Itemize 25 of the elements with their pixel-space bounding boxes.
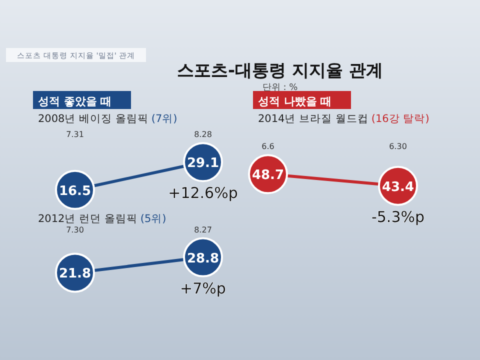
- chart-title: 2012년 런던 올림픽: [38, 213, 138, 225]
- data-label: 43.4: [382, 180, 414, 195]
- data-label: 16.5: [58, 184, 92, 199]
- x-tick-label: 6.30: [389, 142, 407, 152]
- data-label: 28.8: [186, 251, 220, 266]
- chart-title: 2008년 베이징 올림픽: [38, 113, 148, 125]
- x-tick-label: 8.27: [194, 225, 212, 234]
- x-tick-label: 8.28: [194, 130, 212, 140]
- text: 성적 나빴을 때: [258, 95, 332, 108]
- x-tick-label: 7.30: [66, 225, 84, 234]
- text: 스포츠-대통령 지지율 관계: [177, 61, 383, 81]
- data-label: 21.8: [58, 266, 92, 282]
- annotation: +7%p: [180, 279, 226, 298]
- annotation: -5.3%p: [371, 208, 425, 226]
- chart-subtitle: (5위): [140, 213, 166, 225]
- text: 성적 좋았을 때: [38, 95, 112, 108]
- chart-title: 2014년 브라질 월드컵: [258, 113, 368, 125]
- data-label: 48.7: [252, 168, 284, 184]
- data-label: 29.1: [186, 156, 220, 172]
- x-tick-label: 7.31: [66, 130, 84, 140]
- x-tick-label: 6.6: [262, 142, 274, 152]
- text: 단위 : %: [262, 83, 298, 93]
- chart-subtitle: (16강 탈락): [371, 113, 430, 125]
- annotation: +12.6%p: [168, 184, 238, 202]
- chart-subtitle: (7위): [151, 113, 178, 125]
